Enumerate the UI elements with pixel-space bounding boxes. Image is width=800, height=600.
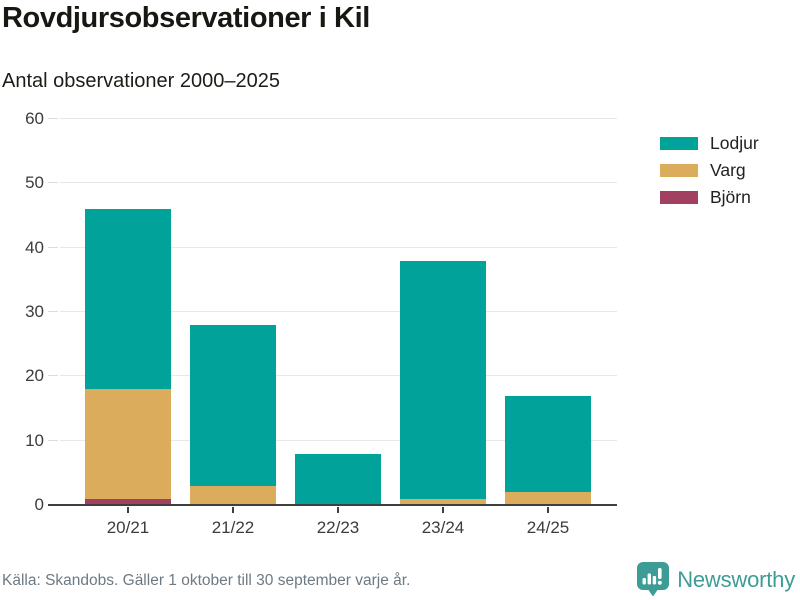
- x-tick-label: 21/22: [211, 518, 255, 537]
- y-tick-label: 10: [25, 430, 44, 450]
- y-tick-60: [48, 118, 58, 119]
- bar-segment-lodjur-24-25: [505, 395, 591, 493]
- y-tick-40: [48, 246, 58, 248]
- page-title: Rovdjursobservationer i Kil: [2, 2, 370, 34]
- legend-label: Björn: [710, 187, 751, 207]
- x-tick-label: 22/23: [316, 518, 360, 537]
- x-tick-label: 20/21: [106, 518, 150, 537]
- brand-logo: Newsworthy: [637, 562, 795, 597]
- y-tick-50: [48, 182, 58, 184]
- legend-item-varg: Varg: [660, 160, 759, 180]
- bar-segment-varg-23-24: [400, 498, 486, 505]
- y-tick-20: [48, 375, 58, 377]
- gridline-10: [60, 439, 617, 441]
- gridline-60: [60, 118, 617, 119]
- gridline-30: [60, 311, 617, 312]
- chart-subtitle: Antal observationer 2000–2025: [2, 70, 280, 92]
- y-tick-label: 20: [25, 366, 44, 386]
- x-tick-20-21: [127, 507, 129, 513]
- legend-item-björn: Björn: [660, 187, 759, 207]
- bar-segment-lodjur-22-23: [295, 453, 381, 505]
- y-tick-10: [48, 439, 58, 441]
- y-tick-label: 30: [25, 302, 44, 321]
- x-tick-22-23: [337, 507, 339, 513]
- bar-segment-lodjur-23-24: [400, 260, 486, 499]
- chart-legend: Lodjur Varg Björn: [660, 133, 759, 218]
- x-tick-23-24: [442, 507, 444, 513]
- bar-segment-varg-20-21: [85, 389, 171, 499]
- legend-swatch-lodjur: [660, 137, 698, 150]
- bar-segment-lodjur-20-21: [85, 209, 171, 390]
- legend-swatch-björn: [660, 191, 698, 204]
- legend-swatch-varg: [660, 164, 698, 177]
- gridline-40: [60, 246, 617, 248]
- x-tick-label: 23/24: [421, 518, 465, 537]
- gridline-50: [60, 182, 617, 184]
- bar-segment-varg-24-25: [505, 492, 591, 505]
- plot-area: [48, 118, 617, 513]
- y-tick-label: 60: [25, 109, 44, 128]
- y-tick-label: 50: [25, 173, 44, 193]
- x-tick-21-22: [232, 507, 234, 513]
- bar-segment-björn-20-21: [85, 498, 171, 505]
- x-tick-24-25: [547, 507, 549, 513]
- legend-label: Varg: [710, 160, 746, 180]
- newsworthy-logo-icon: [637, 562, 670, 597]
- bar-segment-varg-21-22: [190, 485, 276, 505]
- legend-item-lodjur: Lodjur: [660, 133, 759, 153]
- legend-label: Lodjur: [710, 133, 759, 153]
- x-axis-line: [48, 503, 617, 506]
- source-note: Källa: Skandobs. Gäller 1 oktober till 3…: [2, 572, 411, 589]
- y-tick-30: [48, 311, 58, 312]
- x-tick-label: 24/25: [526, 518, 570, 537]
- gridline-20: [60, 375, 617, 377]
- brand-name: Newsworthy: [677, 566, 795, 592]
- y-tick-label: 40: [25, 237, 44, 257]
- bar-segment-lodjur-21-22: [190, 324, 276, 486]
- y-tick-label: 0: [34, 495, 44, 514]
